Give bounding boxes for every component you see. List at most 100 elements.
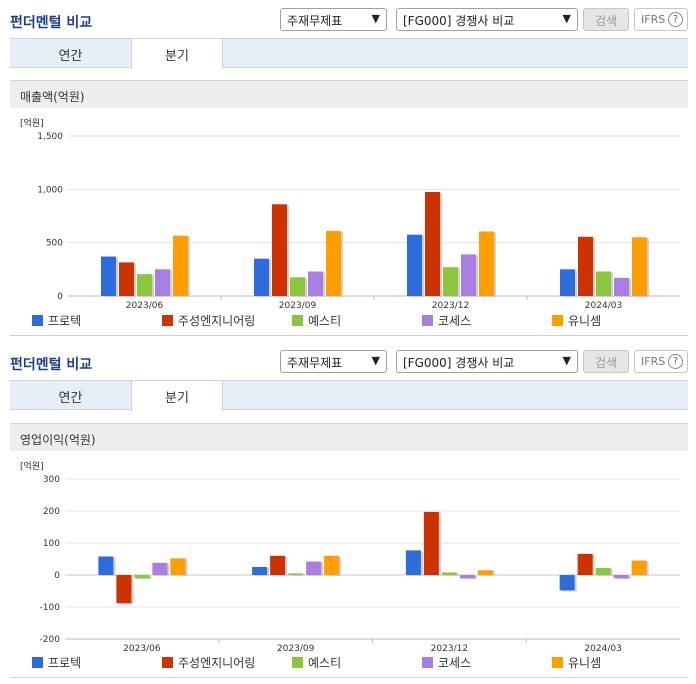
- y-tick-label: 1,000: [37, 185, 63, 195]
- legend-item[interactable]: 주성엔지니어링: [162, 312, 255, 329]
- bar: [577, 553, 593, 575]
- bar: [270, 555, 286, 575]
- search-button[interactable]: 검색: [583, 350, 629, 373]
- bar: [252, 567, 268, 575]
- chevron-down-icon: ▼: [562, 354, 571, 367]
- sales-bar-chart: [억원] 0 500 1,000 1,500 2023/06 2023/09 2023/12 2…: [20, 117, 680, 311]
- peer-group-select-value: [FG000] 경쟁사 비교: [403, 14, 515, 28]
- legend-item[interactable]: 프로텍: [32, 654, 81, 671]
- divider: [10, 677, 688, 678]
- y-tick-label: -200: [40, 635, 61, 645]
- y-tick-label: 0: [54, 571, 60, 581]
- x-tick-label: 2023/09: [277, 644, 315, 654]
- ifrs-label: IFRS: [641, 13, 666, 26]
- unit-label: [억원]: [20, 460, 44, 472]
- bar: [324, 555, 340, 575]
- legend-swatch: [552, 315, 563, 326]
- bar: [631, 560, 647, 575]
- tab-quarterly[interactable]: 분기: [131, 381, 223, 411]
- bar: [614, 277, 629, 296]
- period-tabs: 연간 분기: [10, 380, 688, 411]
- statement-select[interactable]: 주재무제표 ▼: [280, 8, 387, 31]
- y-tick-label: 300: [43, 475, 60, 485]
- y-tick-label: 100: [43, 539, 60, 549]
- legend-label: 유니셈: [568, 656, 602, 670]
- peer-group-select-value: [FG000] 경쟁사 비교: [403, 356, 515, 370]
- legend-swatch: [32, 657, 43, 668]
- y-tick-label: 200: [43, 507, 60, 517]
- bar: [170, 558, 186, 575]
- bar: [152, 562, 168, 575]
- bar: [407, 234, 422, 296]
- legend-label: 예스티: [308, 656, 342, 670]
- operating-profit-bar-chart: [억원] -200 -100 0 100 200 300 2023/06 2023/09 2023…: [20, 460, 680, 654]
- fundamental-panel-operating-profit: 펀더멘털 비교 주재무제표 ▼ [FG000] 경쟁사 비교 ▼ 검색 IFRS…: [0, 342, 696, 684]
- chart-legend: 프로텍 주성엔지니어링 예스티 코세스 유니셈: [0, 654, 696, 672]
- panel-title: 펀더멘털 비교: [10, 357, 93, 373]
- bar: [101, 256, 116, 296]
- bar: [632, 237, 647, 296]
- y-tick-label: -100: [40, 603, 61, 613]
- help-icon: ?: [668, 12, 683, 27]
- bar: [137, 274, 152, 296]
- legend-item[interactable]: 프로텍: [32, 312, 81, 329]
- divider: [10, 335, 688, 336]
- panel-header: 펀더멘털 비교 주재무제표 ▼ [FG000] 경쟁사 비교 ▼ 검색 IFRS…: [0, 0, 696, 38]
- x-tick-label: 2023/06: [126, 301, 164, 311]
- legend-label: 프로텍: [48, 314, 82, 328]
- peer-group-select[interactable]: [FG000] 경쟁사 비교 ▼: [396, 8, 578, 31]
- legend-item[interactable]: 예스티: [292, 312, 341, 329]
- bar: [613, 575, 629, 579]
- legend-item[interactable]: 유니셈: [552, 312, 601, 329]
- bar: [119, 262, 134, 296]
- x-tick-label: 2023/06: [123, 644, 161, 654]
- bar-shadow: [290, 574, 306, 576]
- bar: [98, 556, 114, 575]
- bar: [405, 550, 421, 575]
- bar: [459, 575, 475, 579]
- bar: [477, 570, 493, 575]
- chart-title: 매출액(억원): [10, 80, 688, 108]
- ifrs-label: IFRS: [641, 355, 666, 368]
- tab-quarterly[interactable]: 분기: [131, 39, 223, 69]
- y-tick-label: 1,500: [37, 132, 63, 142]
- bar: [272, 204, 287, 296]
- legend-swatch: [162, 315, 173, 326]
- bar: [288, 573, 304, 575]
- legend-swatch: [422, 315, 433, 326]
- bar: [596, 271, 611, 296]
- legend-label: 프로텍: [48, 656, 82, 670]
- bar: [116, 575, 132, 604]
- bar: [173, 235, 188, 296]
- bar: [254, 258, 269, 296]
- legend-label: 코세스: [438, 656, 472, 670]
- legend-item[interactable]: 예스티: [292, 654, 341, 671]
- legend-item[interactable]: 코세스: [422, 654, 471, 671]
- ifrs-help-button[interactable]: IFRS ?: [634, 8, 688, 31]
- bar: [290, 277, 305, 296]
- x-tick-label: 2023/12: [431, 644, 468, 654]
- legend-label: 주성엔지니어링: [178, 656, 256, 670]
- legend-swatch: [32, 315, 43, 326]
- legend-item[interactable]: 주성엔지니어링: [162, 654, 255, 671]
- bar: [308, 271, 323, 296]
- peer-group-select[interactable]: [FG000] 경쟁사 비교 ▼: [396, 350, 578, 373]
- legend-swatch: [292, 315, 303, 326]
- search-button[interactable]: 검색: [583, 8, 629, 31]
- legend-item[interactable]: 유니셈: [552, 654, 601, 671]
- statement-select[interactable]: 주재무제표 ▼: [280, 350, 387, 373]
- bar: [134, 575, 150, 579]
- bar: [443, 267, 458, 296]
- bar: [326, 230, 341, 296]
- legend-swatch: [162, 657, 173, 668]
- help-icon: ?: [668, 354, 683, 369]
- statement-select-value: 주재무제표: [287, 356, 343, 370]
- fundamental-panel-sales: 펀더멘털 비교 주재무제표 ▼ [FG000] 경쟁사 비교 ▼ 검색 IFRS…: [0, 0, 696, 336]
- ifrs-help-button[interactable]: IFRS ?: [634, 350, 688, 373]
- bar: [595, 567, 611, 575]
- tab-annual[interactable]: 연간: [58, 391, 83, 406]
- bar: [425, 192, 440, 296]
- tab-annual[interactable]: 연간: [58, 49, 83, 64]
- legend-item[interactable]: 코세스: [422, 312, 471, 329]
- bar: [560, 269, 575, 296]
